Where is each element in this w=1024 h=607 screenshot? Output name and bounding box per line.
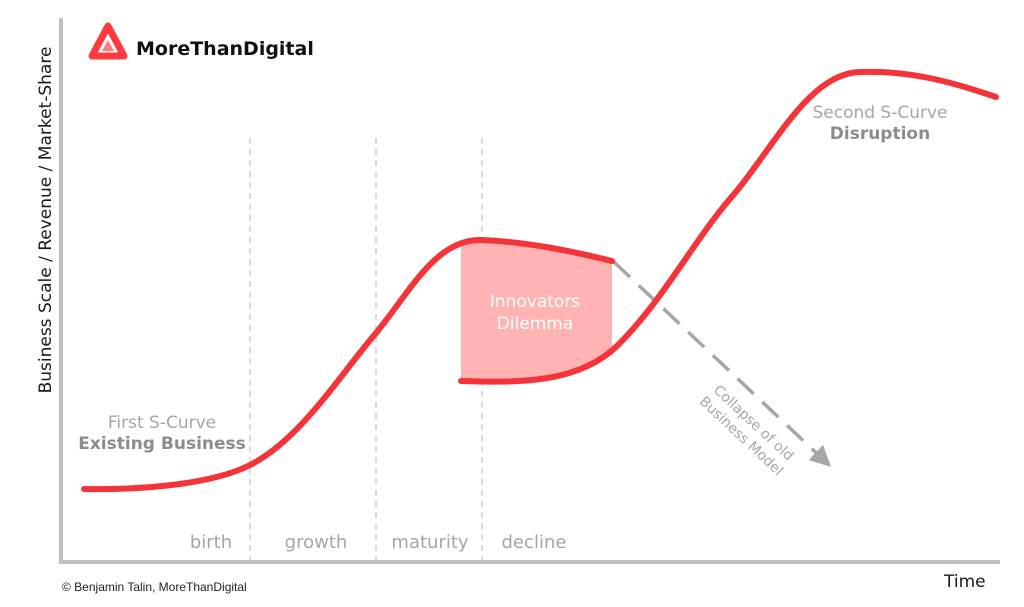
brand-name: MoreThanDigital: [136, 38, 314, 60]
dilemma-region: [461, 241, 612, 382]
first-curve-label: First S-Curve: [108, 413, 216, 433]
phase-label-maturity: maturity: [391, 532, 468, 553]
second-curve-sublabel: Disruption: [830, 124, 930, 144]
x-axis-label: Time: [943, 572, 986, 592]
dilemma-sublabel: Dilemma: [497, 314, 574, 334]
y-axis-label: Business Scale / Revenue / Market-Share: [36, 47, 56, 394]
phase-label-birth: birth: [190, 532, 232, 553]
second-s-curve: [458, 68, 999, 385]
phase-label-growth: growth: [285, 532, 348, 553]
second-curve-label: Second S-Curve: [812, 103, 947, 123]
first-s-curve: [81, 236, 615, 493]
collapse-arrow: [612, 260, 832, 467]
dilemma-label: Innovators: [490, 292, 580, 312]
collapse-label-group: Collapse of old Business Model: [696, 382, 797, 479]
phase-label-decline: decline: [502, 532, 567, 553]
triangle-logo-icon: [88, 22, 128, 60]
copyright-text: © Benjamin Talin, MoreThanDigital: [62, 580, 247, 594]
first-curve-sublabel: Existing Business: [78, 434, 246, 454]
